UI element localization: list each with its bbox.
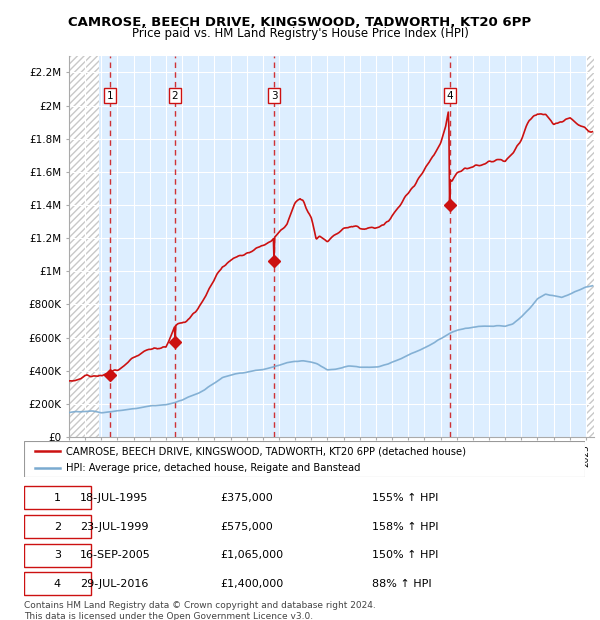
Text: £375,000: £375,000 bbox=[220, 493, 273, 503]
Text: 18-JUL-1995: 18-JUL-1995 bbox=[80, 493, 148, 503]
FancyBboxPatch shape bbox=[24, 441, 585, 477]
Text: Contains HM Land Registry data © Crown copyright and database right 2024.
This d: Contains HM Land Registry data © Crown c… bbox=[24, 601, 376, 620]
Text: 23-JUL-1999: 23-JUL-1999 bbox=[80, 521, 149, 531]
FancyBboxPatch shape bbox=[24, 544, 91, 567]
Text: £575,000: £575,000 bbox=[220, 521, 273, 531]
Text: 150% ↑ HPI: 150% ↑ HPI bbox=[372, 551, 438, 560]
Text: 3: 3 bbox=[271, 91, 278, 100]
Text: 2: 2 bbox=[172, 91, 178, 100]
Text: 1: 1 bbox=[107, 91, 113, 100]
Text: 155% ↑ HPI: 155% ↑ HPI bbox=[372, 493, 438, 503]
Text: 16-SEP-2005: 16-SEP-2005 bbox=[80, 551, 151, 560]
Text: 158% ↑ HPI: 158% ↑ HPI bbox=[372, 521, 439, 531]
FancyBboxPatch shape bbox=[24, 487, 91, 510]
Text: CAMROSE, BEECH DRIVE, KINGSWOOD, TADWORTH, KT20 6PP (detached house): CAMROSE, BEECH DRIVE, KINGSWOOD, TADWORT… bbox=[66, 446, 466, 456]
Text: 4: 4 bbox=[446, 91, 453, 100]
Text: 88% ↑ HPI: 88% ↑ HPI bbox=[372, 579, 431, 589]
Text: 2: 2 bbox=[54, 521, 61, 531]
Text: 29-JUL-2016: 29-JUL-2016 bbox=[80, 579, 148, 589]
FancyBboxPatch shape bbox=[24, 515, 91, 538]
Text: 1: 1 bbox=[54, 493, 61, 503]
Text: £1,400,000: £1,400,000 bbox=[220, 579, 284, 589]
Text: HPI: Average price, detached house, Reigate and Banstead: HPI: Average price, detached house, Reig… bbox=[66, 463, 361, 472]
FancyBboxPatch shape bbox=[24, 572, 91, 595]
Text: £1,065,000: £1,065,000 bbox=[220, 551, 283, 560]
Text: CAMROSE, BEECH DRIVE, KINGSWOOD, TADWORTH, KT20 6PP: CAMROSE, BEECH DRIVE, KINGSWOOD, TADWORT… bbox=[68, 16, 532, 29]
Text: Price paid vs. HM Land Registry's House Price Index (HPI): Price paid vs. HM Land Registry's House … bbox=[131, 27, 469, 40]
Text: 3: 3 bbox=[54, 551, 61, 560]
Text: 4: 4 bbox=[54, 579, 61, 589]
